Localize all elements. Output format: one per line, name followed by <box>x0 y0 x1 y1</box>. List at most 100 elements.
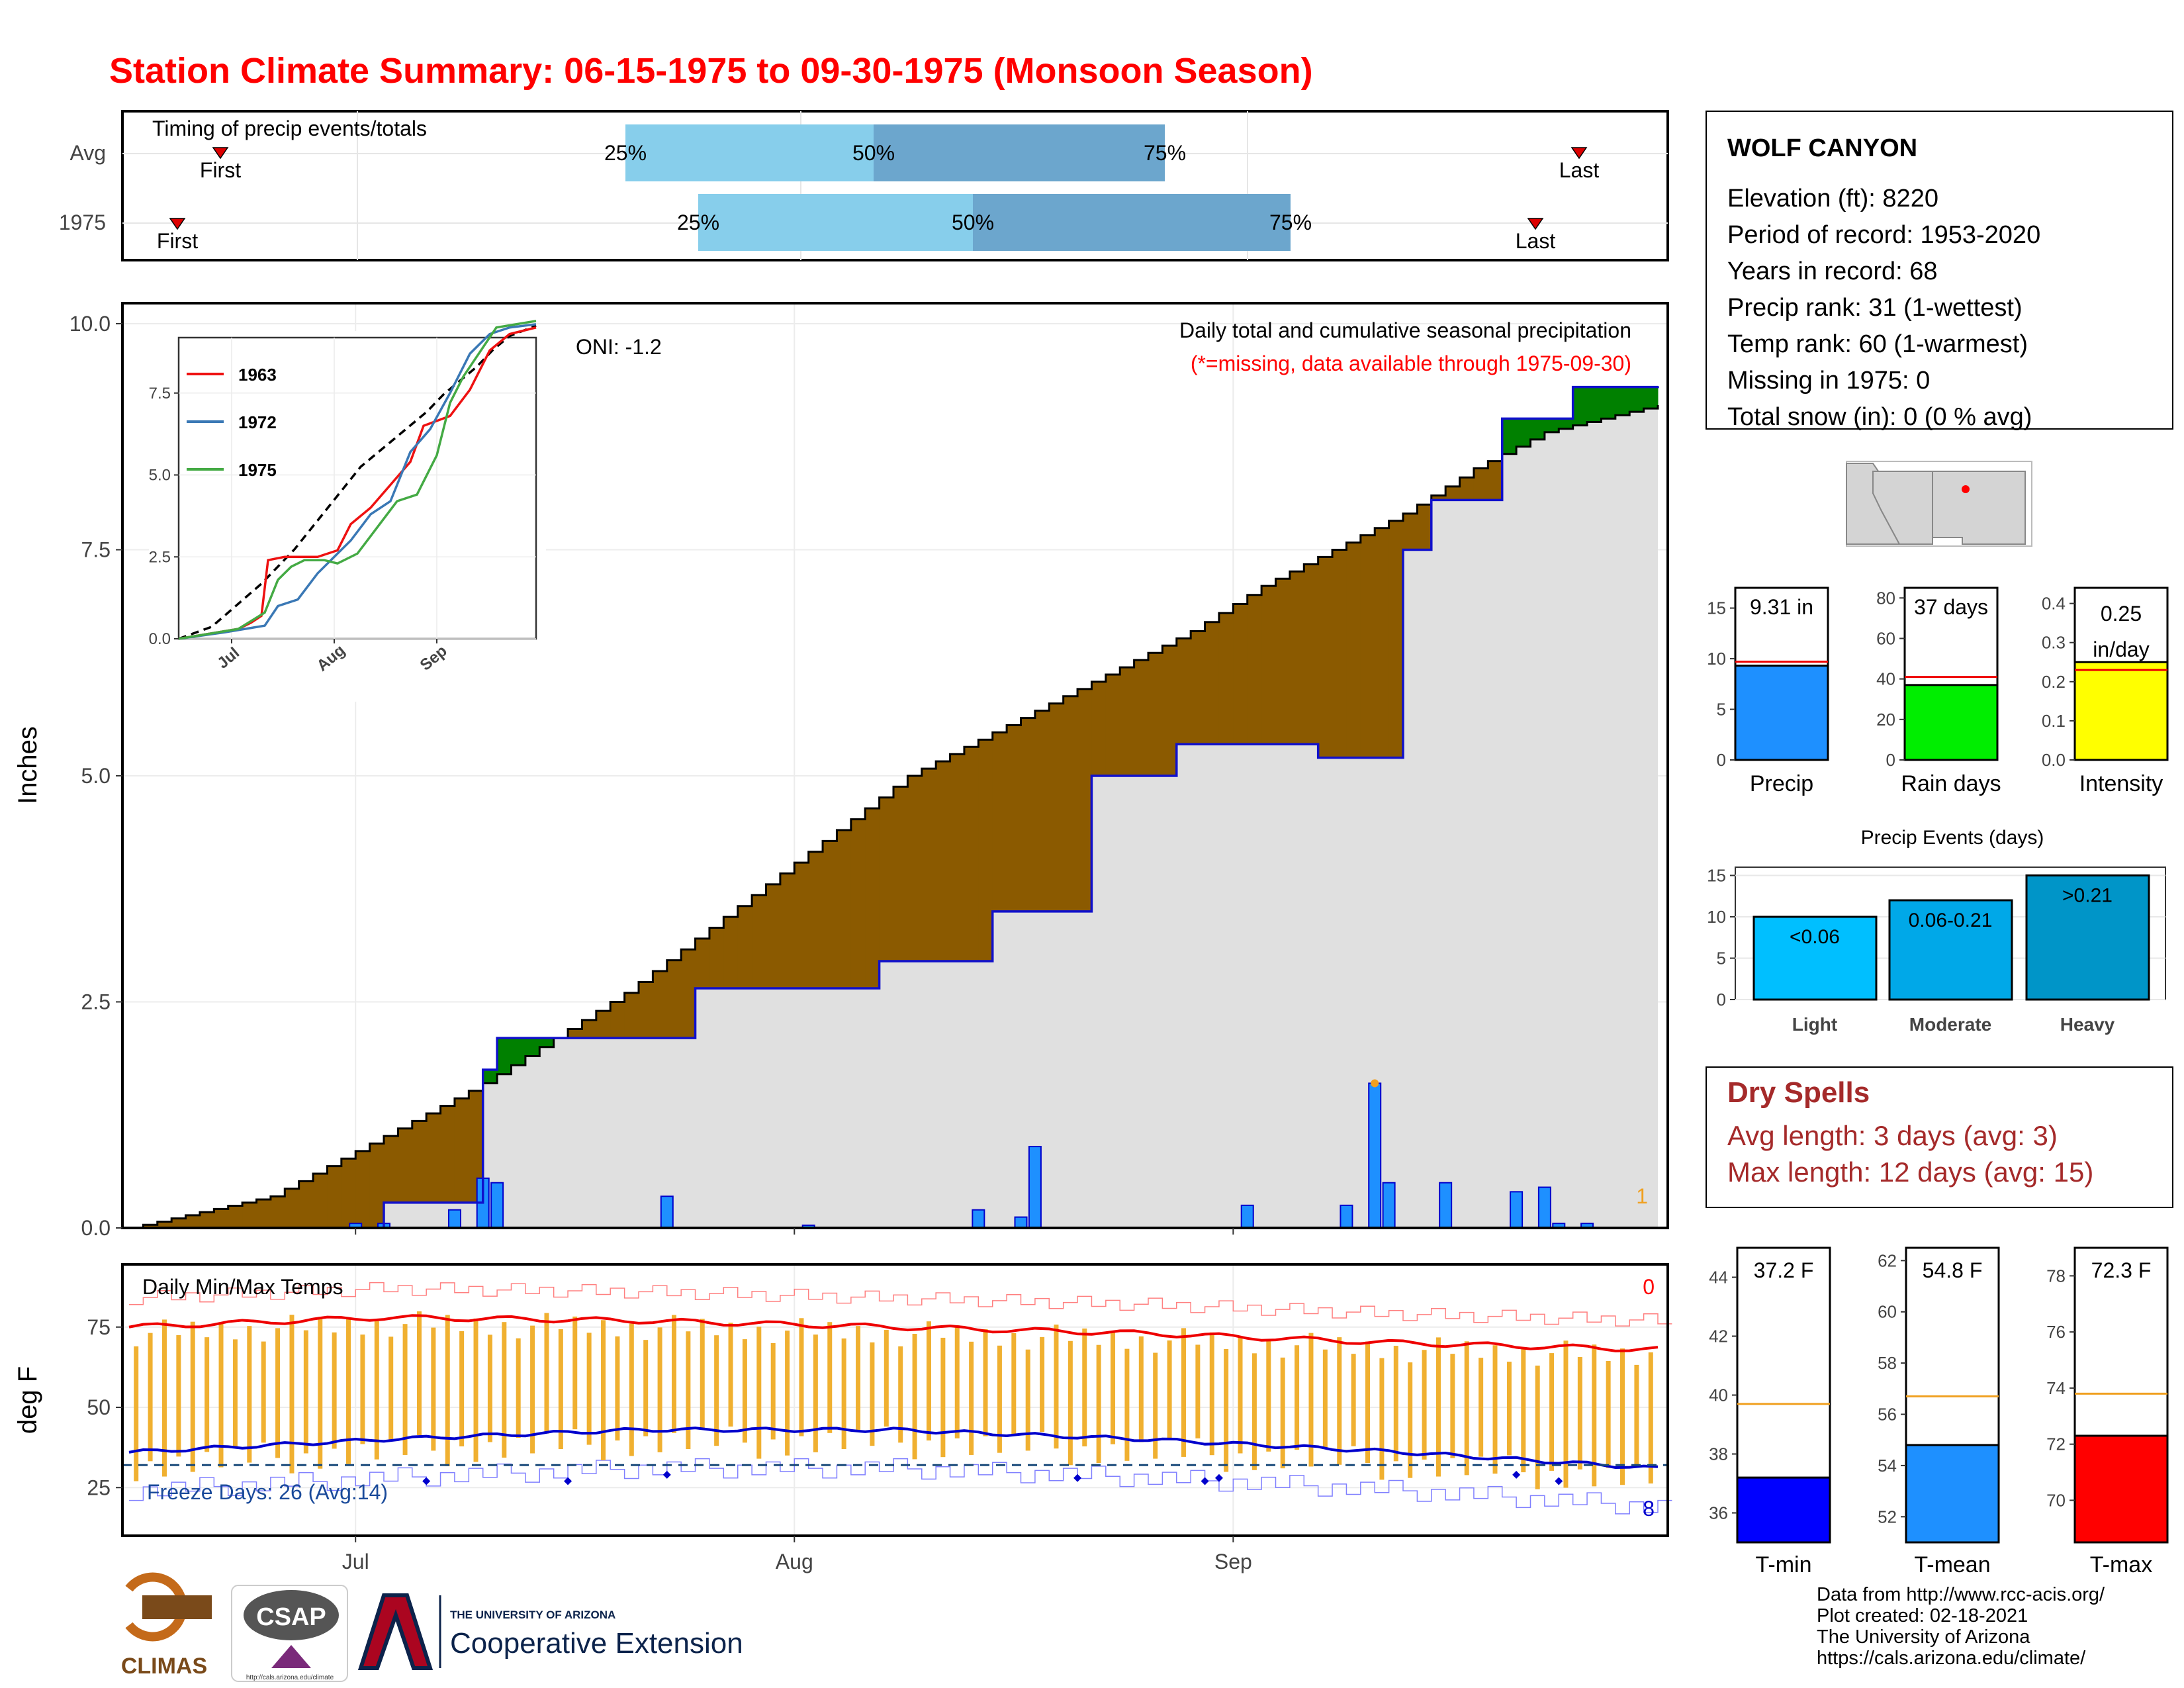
daily-temp-range-bar <box>940 1337 946 1458</box>
daily-precip-bar <box>1340 1204 1353 1229</box>
deficit-segment <box>582 1019 597 1039</box>
deficit-segment <box>596 1011 611 1039</box>
record-low-marker <box>1214 1474 1223 1482</box>
events-category-label: Light <box>1792 1014 1837 1035</box>
temp-y-label: deg F <box>13 1366 42 1434</box>
deficit-segment <box>610 1002 625 1039</box>
events-title: Precip Events (days) <box>1861 827 2044 849</box>
daily-temp-range-bar <box>1379 1358 1385 1480</box>
daily-temp-range-bar <box>1592 1344 1597 1487</box>
daily-temp-range-bar <box>445 1315 450 1466</box>
daily-temp-range-bar <box>912 1333 917 1460</box>
daily-precip-bar <box>1439 1182 1453 1229</box>
deficit-segment <box>879 797 894 962</box>
daily-temp-range-bar <box>134 1346 139 1481</box>
temp-bar-tick-label: 54 <box>1878 1456 1897 1476</box>
daily-temp-range-bar <box>1634 1364 1639 1467</box>
station-line-precip-rank: Precip rank: 31 (1-wettest) <box>1727 294 2023 322</box>
inset-line-1972 <box>178 323 537 640</box>
daily-temp-range-bar <box>601 1320 606 1461</box>
temp-bar-tick-label: 44 <box>1709 1268 1728 1288</box>
temp-bar-tick-label: 52 <box>1878 1507 1897 1526</box>
daily-temp-range-bar <box>1648 1352 1653 1484</box>
surplus-segment <box>1502 418 1517 454</box>
temp-y-tick-label: 75 <box>87 1315 111 1339</box>
daily-temp-range-bar <box>530 1325 535 1454</box>
deficit-segment <box>568 1029 582 1039</box>
main-chart-marks <box>129 385 1659 1229</box>
deficit-segment <box>313 1174 328 1228</box>
daily-precip-bar <box>972 1209 985 1229</box>
events-y-tick-label: 5 <box>1717 949 1726 968</box>
mini-bar-tick-label: 80 <box>1876 588 1895 608</box>
daily-temp-range-bar <box>232 1339 238 1448</box>
daily-temp-range-bar <box>558 1329 563 1450</box>
temp-x-tick-label: Jul <box>342 1550 369 1573</box>
deficit-segment <box>327 1166 342 1228</box>
climas-emblem-bar <box>142 1595 212 1619</box>
daily-temp-range-bar <box>1082 1328 1087 1447</box>
daily-temp-range-bar <box>742 1339 747 1443</box>
corner-count: 1 <box>1636 1184 1648 1208</box>
deficit-segment <box>1304 564 1319 745</box>
deficit-segment <box>1417 504 1432 550</box>
daily-temp-range-bar <box>1167 1340 1172 1440</box>
temp-chart-title: Daily Min/Max Temps <box>142 1275 343 1299</box>
y1975-p50-label: 50% <box>952 211 994 234</box>
surplus-segment <box>539 1038 555 1047</box>
daily-temp-range-bar <box>247 1326 252 1463</box>
climas-wordmark: CLIMAS <box>121 1654 207 1679</box>
daily-temp-range-bar <box>1138 1336 1144 1442</box>
events-category-label: Heavy <box>2060 1014 2115 1035</box>
daily-temp-range-bar <box>1351 1354 1356 1446</box>
daily-temp-range-bar <box>1054 1324 1059 1449</box>
deficit-segment <box>1191 631 1206 745</box>
surplus-segment <box>482 1069 498 1084</box>
avg-p25-label: 25% <box>604 141 647 165</box>
deficit-segment <box>653 971 668 1039</box>
deficit-segment <box>837 829 852 989</box>
daily-temp-range-bar <box>388 1336 394 1440</box>
dry-spells-title: Dry Spells <box>1727 1076 1870 1109</box>
deficit-segment <box>171 1218 187 1228</box>
page-title: Station Climate Summary: 06-15-1975 to 0… <box>109 51 1313 91</box>
surplus-segment <box>1587 387 1602 422</box>
deficit-segment <box>1261 586 1276 745</box>
deficit-segment <box>185 1215 201 1228</box>
main-y-tick-label: 10.0 <box>69 312 111 336</box>
deficit-segment <box>1176 638 1191 745</box>
daily-temp-range-bar <box>1322 1349 1328 1448</box>
mini-bar-value: 37 days <box>1914 595 1988 619</box>
deficit-segment <box>1007 725 1021 912</box>
daily-temp-range-bar <box>700 1319 705 1430</box>
cumulative-1975-line <box>129 385 1659 1229</box>
deficit-segment <box>1375 528 1390 758</box>
mini-bar-tick-label: 15 <box>1707 598 1726 618</box>
daily-temp-range-bar <box>1266 1340 1271 1452</box>
surplus-segment <box>1530 418 1545 440</box>
deficit-segment <box>1445 486 1461 500</box>
events-category-label: Moderate <box>1909 1014 1991 1035</box>
station-name: WOLF CANYON <box>1727 134 1917 162</box>
deficit-segment <box>950 754 965 962</box>
daily-temp-range-bar <box>1280 1357 1285 1469</box>
deficit-segment <box>1318 557 1333 758</box>
daily-temp-range-bar <box>1535 1365 1540 1489</box>
temp-plot-frame <box>121 1263 1669 1537</box>
daily-temp-range-bar <box>346 1319 351 1464</box>
station-line-snow: Total snow (in): 0 (0 % avg) <box>1727 403 2032 431</box>
events-bars: 0 5 10 15 <0.06 Light 0.06-0.21 Moderate >0.21 He… <box>1707 866 2165 1035</box>
daily-temp-range-bar <box>544 1313 549 1434</box>
daily-temp-range-bar <box>261 1341 266 1443</box>
deficit-segment <box>1063 696 1078 912</box>
deficit-segment <box>737 906 752 989</box>
daily-temp-range-bar <box>487 1335 492 1442</box>
deficit-segment <box>1120 667 1135 776</box>
mini-bar-1 <box>1903 684 1999 761</box>
deficit-segment <box>298 1181 314 1228</box>
daily-temp-range-bar <box>841 1338 846 1450</box>
mini-bar-label: Intensity <box>2079 771 2163 796</box>
deficit-segment <box>1247 594 1262 745</box>
temp-bar-1 <box>1905 1444 2000 1544</box>
inset-series <box>178 320 537 640</box>
